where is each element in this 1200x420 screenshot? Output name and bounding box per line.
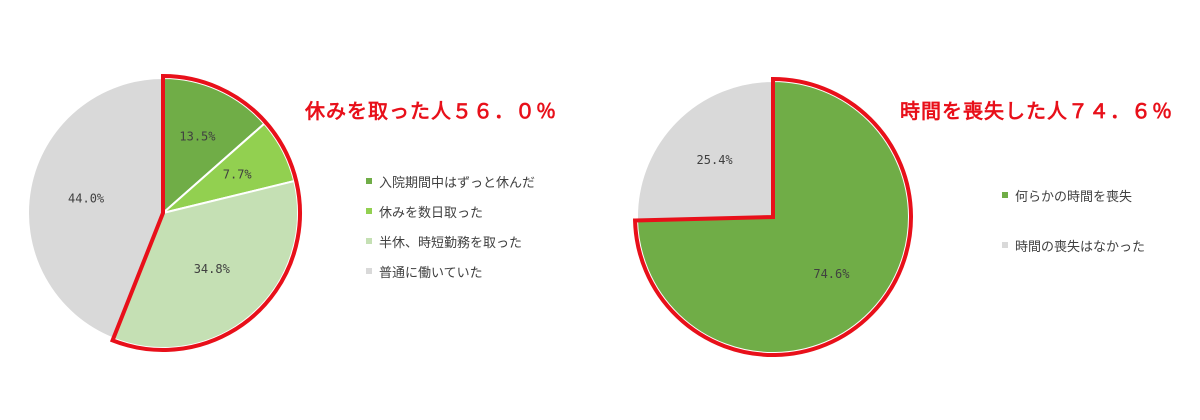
legend-swatch [366,268,372,274]
legend-item-0-2: 半休、時短勤務を取った [366,226,535,256]
pie-chart-time-off: 13.5% 7.7% 34.8% 44.0% [27,73,302,352]
slice-label-0-0: 13.5% [179,130,216,144]
pie-chart-time-loss: 74.6% 25.4% [632,76,913,357]
chart-title-time-loss: 時間を喪失した人７４．６％ [900,99,1173,123]
chart-title-time-off: 休みを取った人５６．０％ [305,99,557,123]
legend-item-0-1: 休みを数日取った [366,196,535,226]
pie-slice-0-3 [27,76,164,340]
pie-slice-1-1 [636,79,774,222]
legend-swatch [366,238,372,244]
legend-time-off: 入院期間中はずっと休んだ 休みを数日取った半休、時短勤務を取った 普通に働いていた [366,166,535,286]
legend-label: 休みを数日取った [379,205,484,221]
slice-label-0-3: 44.0% [68,191,105,205]
highlight-outline-0 [109,73,302,352]
legend-item-0-3: 普通に働いていた [366,256,535,286]
legend-label: 時間の喪失はなかった [1015,239,1146,255]
legend-swatch [366,178,372,184]
legend-item-0-0: 入院期間中はずっと休んだ [366,166,535,196]
legend-item-1-1: 時間の喪失はなかった [1002,220,1145,270]
pie-slice-0-0 [162,76,266,216]
highlight-outline-1 [632,76,913,357]
legend-label: 半休、時短勤務を取った [379,235,523,251]
slice-label-0-2: 34.8% [194,262,231,276]
legend-swatch [1002,192,1008,198]
slice-label-0-1: 7.7% [223,167,253,181]
legend-label: 普通に働いていた [379,265,483,281]
legend-swatch [1002,242,1008,248]
legend-swatch [366,208,372,214]
slice-label-1-0: 74.6% [813,267,850,281]
legend-time-loss: 何らかの時間を喪失 時間の喪失はなかった [1002,170,1145,270]
legend-label: 何らかの時間を喪失 [1015,189,1133,205]
slice-label-1-1: 25.4% [697,153,734,167]
legend-label: 入院期間中はずっと休んだ [379,175,536,191]
legend-item-1-0: 何らかの時間を喪失 [1002,170,1145,220]
